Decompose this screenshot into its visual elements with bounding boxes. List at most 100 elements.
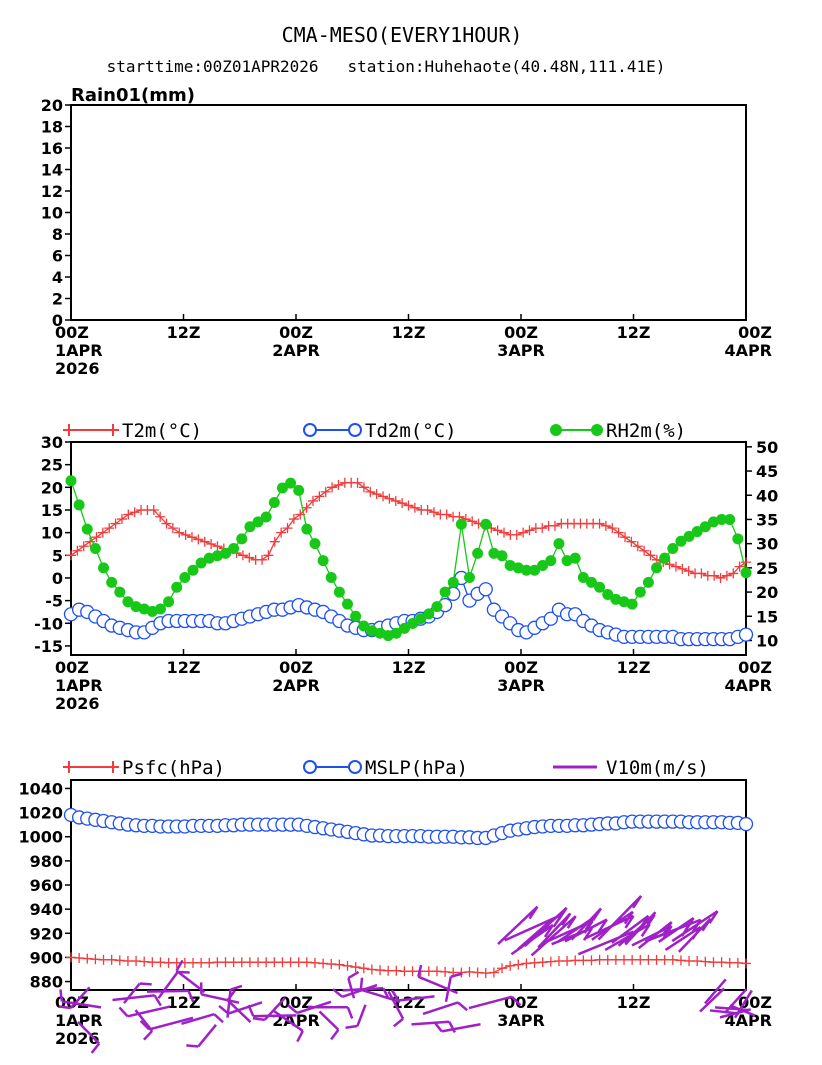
- RH2m(%)-point: [73, 499, 85, 511]
- RH2m(%)-point: [228, 543, 240, 554]
- T2m(°C)-point: [97, 527, 108, 538]
- T2m(°C)-point: [365, 486, 376, 497]
- MSLP(hPa)-point: [738, 816, 754, 832]
- x-tick-label: 2APR: [272, 341, 320, 360]
- wind-barbs-layer: [58, 895, 756, 1054]
- T2m(°C)-point: [441, 509, 452, 520]
- wind-barb-flag: [566, 915, 577, 929]
- RH2m(%)-point: [667, 543, 679, 554]
- y-tick-label: 4: [52, 268, 63, 287]
- y-tick-label: 15: [41, 501, 63, 520]
- y-tick-label: 0: [52, 569, 63, 588]
- legend-rh2m-label: RH2m(%): [606, 420, 686, 442]
- T2m(°C)-point: [492, 525, 503, 536]
- wind-barb: [577, 930, 634, 956]
- wind-barb-flag: [623, 911, 634, 925]
- Td2m(°C)-point: [543, 611, 558, 626]
- x-tick-label: 1APR: [55, 676, 103, 695]
- RH2m(%)-point: [455, 518, 467, 530]
- RH2m(%)-point: [358, 620, 370, 632]
- y2-tick-label: 25: [756, 559, 778, 578]
- rain-panel-title: Rain01(mm): [71, 85, 195, 106]
- wind-barb: [537, 912, 572, 949]
- Td2m(°C)-point: [738, 627, 754, 642]
- RH2m(%)-point: [342, 598, 354, 610]
- y-tick-label: 960: [30, 876, 63, 895]
- x-tick-label: 00Z: [504, 323, 538, 342]
- y-tick-label: 1000: [18, 828, 63, 847]
- pressure-y-axis: 880 900 920 940 960 980 1000 1020 1040: [18, 779, 71, 992]
- wind-barb: [175, 969, 206, 994]
- x-tick-label: 12Z: [617, 323, 651, 342]
- wind-barb: [61, 1000, 102, 1009]
- x-tick-label: 12Z: [392, 658, 426, 677]
- y-tick-label: 900: [30, 948, 63, 967]
- T2m(°C)-point: [301, 502, 312, 513]
- wind-barb: [733, 989, 753, 1019]
- RH2m(%)-point: [163, 596, 175, 608]
- temp-left-y-axis: -15 -10 -5 0 5 10 15 20 25 30: [34, 433, 71, 656]
- T2m(°C)-point: [320, 486, 331, 497]
- wind-barb: [704, 978, 727, 1005]
- wind-barb: [146, 989, 189, 993]
- T2m(°C)-point: [174, 527, 185, 538]
- RH2m(%)-point: [732, 533, 744, 545]
- x-tick-label: 00Z: [279, 323, 313, 342]
- RH2m(%)-point: [602, 588, 614, 600]
- wind-barb-flag: [646, 911, 657, 925]
- wind-barb: [197, 1024, 217, 1048]
- x-tick-label: 00Z: [504, 993, 538, 1012]
- T2m(°C)-point: [129, 507, 140, 518]
- x-tick-label: 12Z: [617, 993, 651, 1012]
- wind-barb-flag: [139, 1020, 150, 1031]
- T2m(°C)-point: [263, 550, 274, 561]
- wind-barb-flag: [59, 989, 64, 1002]
- wind-barb: [441, 1023, 481, 1033]
- wind-barb: [347, 977, 356, 999]
- wind-barb-flag: [143, 1030, 154, 1041]
- wind-barb: [729, 1004, 756, 1017]
- wind-barb-flag: [701, 918, 712, 932]
- RH2m(%)-point: [699, 521, 711, 533]
- wind-barb: [112, 994, 155, 1002]
- wind-barb-flag: [332, 988, 344, 998]
- legend-mslp-marker: [303, 760, 317, 774]
- y2-tick-label: 15: [756, 607, 778, 626]
- y2-tick-label: 30: [756, 535, 778, 554]
- x-tick-label: 1APR: [55, 1011, 103, 1030]
- T2m(°C)-point: [85, 536, 96, 547]
- T2m(°C)-point: [709, 570, 720, 581]
- wind-barb-flag: [230, 984, 243, 991]
- x-tick-label: 4APR: [724, 341, 772, 360]
- wind-barb-flag: [557, 907, 568, 921]
- RH2m(%)-point: [463, 572, 475, 584]
- figure-title: CMA-MESO(EVERY1HOUR): [282, 23, 523, 47]
- RH2m(%)-point: [569, 552, 581, 564]
- wind-barb-flag: [90, 1042, 101, 1054]
- RH2m(%)-point: [651, 562, 663, 574]
- pressure-legend: Psfc(hPa) MSLP(hPa) V10m(m/s): [63, 757, 709, 779]
- wind-barb: [714, 1006, 750, 1012]
- RH2m(%)-point: [65, 475, 77, 487]
- RH2m(%)-point: [472, 547, 484, 559]
- wind-barb-flag: [345, 1024, 358, 1030]
- T2m(°C)-point: [428, 507, 439, 518]
- wind-barb-flag: [450, 972, 463, 978]
- wind-barb-flag: [543, 924, 554, 938]
- Psfc(hPa)-point: [488, 967, 499, 978]
- temp-panel: T2m(°C) Td2m(°C) RH2m(%) -15 -10 -5 0 5 10 15 2…: [34, 420, 778, 713]
- legend-psfc-marker: [63, 761, 119, 773]
- T2m(°C)-point: [78, 541, 89, 552]
- RH2m(%)-point: [520, 564, 532, 576]
- T2m(°C)-point: [696, 568, 707, 579]
- x-tick-label: 2026: [55, 694, 100, 713]
- T2m(°C)-point: [467, 516, 478, 527]
- T2m(°C)-point: [664, 559, 675, 570]
- wind-barb-flag: [346, 1006, 354, 1019]
- y-tick-label: 940: [30, 900, 63, 919]
- RH2m(%)-point: [447, 576, 459, 588]
- RH2m(%)-point: [496, 550, 508, 562]
- T2m(°C)-point: [104, 523, 115, 534]
- T2m(°C)-point: [199, 536, 210, 547]
